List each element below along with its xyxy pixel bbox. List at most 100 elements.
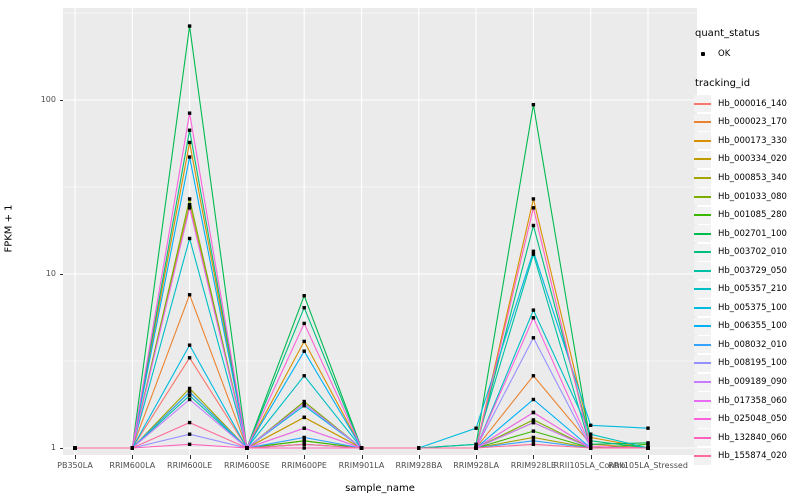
data-point <box>359 446 364 450</box>
data-point <box>187 197 192 201</box>
legend-key <box>694 169 711 187</box>
legend-item-label: Hb_017358_060 <box>718 395 787 406</box>
legend-line-swatch <box>694 325 711 328</box>
legend-item: Hb_155874_020 <box>694 447 800 466</box>
data-point <box>302 435 306 440</box>
data-point <box>302 349 306 353</box>
data-point <box>531 420 536 425</box>
data-point <box>245 446 249 450</box>
legend-item: Hb_003702_010 <box>694 243 800 262</box>
data-point <box>187 356 192 360</box>
y-tick-mark <box>59 448 63 449</box>
legend-item-label: Hb_132840_060 <box>718 432 787 443</box>
legend-item-label: Hb_006355_100 <box>718 321 787 332</box>
data-point <box>302 446 306 450</box>
legend-item-label: Hb_000334_020 <box>718 154 787 165</box>
data-point <box>187 236 192 241</box>
legend-item: Hb_017358_060 <box>694 391 800 410</box>
legend-key <box>694 354 711 372</box>
data-point <box>531 418 536 422</box>
x-axis-title: sample_name <box>345 483 415 494</box>
data-point <box>531 102 536 107</box>
legend-key <box>694 280 711 298</box>
legend-line-swatch <box>694 399 711 402</box>
legend-item: Hb_009189_090 <box>694 373 800 392</box>
legend-line-swatch <box>694 269 711 272</box>
legend-item-label: Hb_005375_100 <box>718 302 787 313</box>
data-point <box>187 390 192 394</box>
data-point <box>187 386 192 391</box>
legend-line-swatch <box>694 139 711 142</box>
x-tick-label: RRII105LA_Stressed <box>608 461 688 470</box>
legend-line-swatch <box>694 288 711 291</box>
data-point <box>474 442 478 447</box>
data-point <box>187 442 192 447</box>
y-tick-label: 100 <box>40 95 56 104</box>
data-point <box>646 441 650 445</box>
chart-canvas <box>63 8 697 455</box>
legend-item: Hb_000023_170 <box>694 113 800 132</box>
legend-line-swatch <box>694 177 711 179</box>
y-tick-label: 1 <box>50 443 56 452</box>
legend-item: Hb_006355_100 <box>694 317 800 336</box>
legend-line-swatch <box>694 306 711 309</box>
data-point <box>302 339 306 344</box>
legend-line-swatch <box>694 121 711 124</box>
data-point <box>187 206 192 210</box>
legend-key <box>694 243 711 261</box>
data-point <box>589 435 593 440</box>
legend-item-ok: OK <box>694 45 800 64</box>
legend-item: Hb_025048_050 <box>694 410 800 429</box>
x-tick-label: RRIM928LA <box>453 461 499 470</box>
legend-item-label: Hb_000173_330 <box>718 135 787 146</box>
legend-item: Hb_000173_330 <box>694 132 800 151</box>
x-tick-label: RRIM600LE <box>167 461 213 470</box>
data-point <box>474 426 478 430</box>
data-point <box>187 393 192 398</box>
legend-item-label: Hb_003729_050 <box>718 265 787 276</box>
legend-item: Hb_000334_020 <box>694 150 800 169</box>
legend-key <box>694 95 711 113</box>
legend-item-label: Hb_003702_010 <box>718 247 787 258</box>
legend-key <box>694 150 711 168</box>
data-point <box>531 336 536 340</box>
data-point <box>417 446 421 450</box>
data-point <box>646 426 650 430</box>
legend-items: Hb_000016_140 Hb_000023_170 Hb_000173_330 H… <box>694 95 800 466</box>
legend-key <box>694 225 711 243</box>
data-point <box>531 397 536 402</box>
x-tick-label: RRIM600PE <box>281 461 327 470</box>
data-point <box>474 446 478 450</box>
legend-key <box>694 262 711 280</box>
data-point <box>589 442 593 447</box>
data-point <box>302 399 306 404</box>
data-point <box>302 306 306 310</box>
data-point <box>187 203 192 207</box>
x-tick-mark <box>189 455 191 459</box>
legend-title-quant-status: quant_status <box>695 28 760 39</box>
legend-key <box>694 317 711 335</box>
y-tick-mark <box>59 100 63 101</box>
legend-item: Hb_132840_060 <box>694 428 800 447</box>
y-tick-label: 10 <box>45 269 56 278</box>
legend-line-swatch <box>694 436 711 439</box>
data-point <box>73 446 77 450</box>
legend-title-tracking-id: tracking_id <box>695 77 751 89</box>
legend-line-swatch <box>694 232 711 235</box>
x-tick-label: RRIM928LE <box>510 461 556 470</box>
data-point <box>302 404 306 408</box>
data-point <box>302 415 306 420</box>
data-point <box>302 401 306 406</box>
data-point <box>531 206 536 210</box>
legend-item-label: Hb_009189_090 <box>718 377 787 388</box>
legend-item-label: Hb_000016_140 <box>718 98 787 109</box>
data-point <box>646 446 650 450</box>
legend-item: Hb_000016_140 <box>694 95 800 114</box>
data-point <box>302 439 306 443</box>
legend-key <box>694 410 711 428</box>
legend: quant_status OK tracking_id Hb_000016_14… <box>694 28 800 465</box>
legend-item-label: Hb_001033_080 <box>718 191 787 202</box>
legend-line-swatch <box>694 455 711 458</box>
data-point <box>531 435 536 440</box>
